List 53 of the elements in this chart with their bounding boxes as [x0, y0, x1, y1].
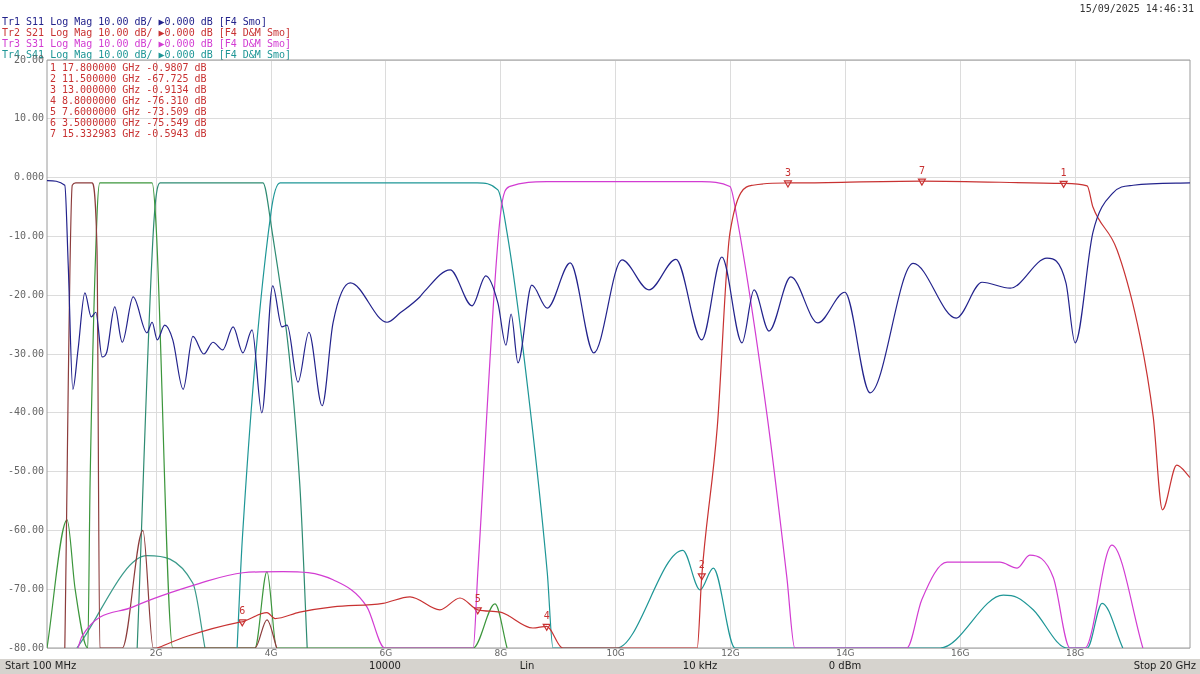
y-tick-label: -30.00	[7, 347, 44, 359]
annotation: 7 15.332983 GHz -0.5943 dB	[50, 128, 207, 139]
y-tick-label: -80.00	[7, 641, 44, 653]
text: Start 100 MHz	[5, 660, 77, 671]
y-tick-label: 0.000	[13, 171, 44, 183]
text: Tr2 S21 Log Mag 10.00 dB/ ▶0.000 dB [F4 D&M Smo]	[2, 27, 291, 38]
annotation: 1	[1060, 166, 1067, 178]
annotation: 6 3.5000000 GHz -75.549 dB	[50, 117, 207, 128]
point	[917, 178, 926, 186]
point	[238, 619, 247, 627]
text: Stop 20 GHz	[1133, 660, 1196, 671]
annotation: 4	[543, 609, 550, 621]
annotation: 5	[474, 593, 481, 605]
annotation: 4 8.8000000 GHz -76.310 dB	[50, 95, 207, 106]
x-tick-label: 12G	[721, 647, 740, 658]
annotation: 7	[918, 164, 925, 176]
x-tick-label: 8G	[494, 647, 508, 658]
point	[542, 623, 551, 631]
x-tick-label: 18G	[1065, 647, 1085, 658]
line-series	[136, 182, 308, 648]
annotation: 3 13.000000 GHz -0.9134 dB	[50, 84, 207, 95]
text: 0 dBm	[828, 660, 862, 671]
point	[473, 607, 482, 615]
point	[697, 573, 706, 581]
annotation: 3	[784, 166, 791, 178]
y-tick-label: -60.00	[7, 523, 44, 535]
line-series	[47, 182, 508, 648]
y-tick-label: -20.00	[7, 288, 44, 300]
text: Tr3 S31 Log Mag 10.00 dB/ ▶0.000 dB [F4 D&M Smo]	[2, 38, 291, 49]
line-series	[64, 182, 278, 648]
text: 10 kHz	[682, 660, 718, 671]
y-tick-label: -40.00	[7, 406, 44, 418]
text: 10000	[369, 660, 401, 671]
y-tick-label: 10.00	[13, 112, 44, 124]
line-series	[47, 179, 1190, 414]
point	[1059, 180, 1068, 188]
annotation: 5 7.6000000 GHz -73.509 dB	[50, 106, 207, 117]
annotation: 2 11.500000 GHz -67.725 dB	[50, 73, 207, 84]
x-tick-label: 4G	[264, 647, 278, 658]
y-tick-label: -10.00	[7, 229, 44, 241]
x-tick-label: 2G	[149, 647, 163, 658]
text: Tr1 S11 Log Mag 10.00 dB/ ▶0.000 dB [F4 Smo]	[2, 16, 267, 27]
text: 15/09/2025 14:46:31	[1079, 3, 1194, 14]
x-tick-label: 6G	[379, 647, 393, 658]
x-tick-label: 16G	[951, 647, 970, 658]
y-tick-label: -50.00	[7, 465, 44, 477]
text: Lin	[519, 660, 535, 671]
annotation: 6	[239, 605, 246, 617]
x-tick-label: 14G	[836, 647, 855, 658]
point	[783, 180, 792, 188]
y-tick-label: -70.00	[7, 582, 44, 594]
x-tick-label: 10G	[606, 647, 625, 658]
annotation: 1 17.800000 GHz -0.9807 dB	[50, 62, 207, 73]
